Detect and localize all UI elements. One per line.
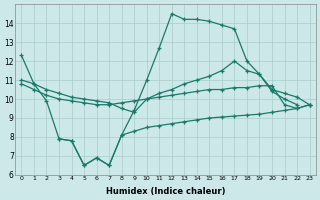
X-axis label: Humidex (Indice chaleur): Humidex (Indice chaleur) — [106, 187, 225, 196]
